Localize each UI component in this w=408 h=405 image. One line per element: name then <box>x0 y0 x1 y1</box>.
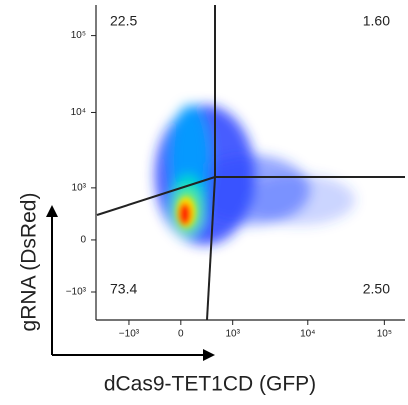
y-tick-label: 10⁴ <box>71 107 86 118</box>
quadrant-percent: 1.60 <box>363 13 390 29</box>
plot-frame <box>95 5 405 321</box>
x-tick-label: −10³ <box>119 329 140 340</box>
x-tick-label: 10⁴ <box>300 329 315 340</box>
density-cloud <box>155 105 355 245</box>
y-tick-label: 10³ <box>72 183 87 194</box>
y-tick-label: −10³ <box>66 287 87 298</box>
quadrant-percent: 73.4 <box>110 281 137 297</box>
quadrant-percent: 22.5 <box>110 13 137 29</box>
x-tick-label: 10³ <box>225 329 240 340</box>
axis-arrows <box>46 205 215 361</box>
x-axis-label: dCas9-TET1CD (GFP) <box>104 373 316 396</box>
x-tick-label: 0 <box>178 329 184 340</box>
x-tick-label: 10⁵ <box>377 329 392 340</box>
quadrant-percent: 2.50 <box>363 281 390 297</box>
y-tick-label: 0 <box>80 235 86 246</box>
y-tick-label: 10⁵ <box>71 30 86 41</box>
quadrant-gates <box>96 5 405 321</box>
y-axis-label: gRNA (DsRed) <box>18 193 41 332</box>
